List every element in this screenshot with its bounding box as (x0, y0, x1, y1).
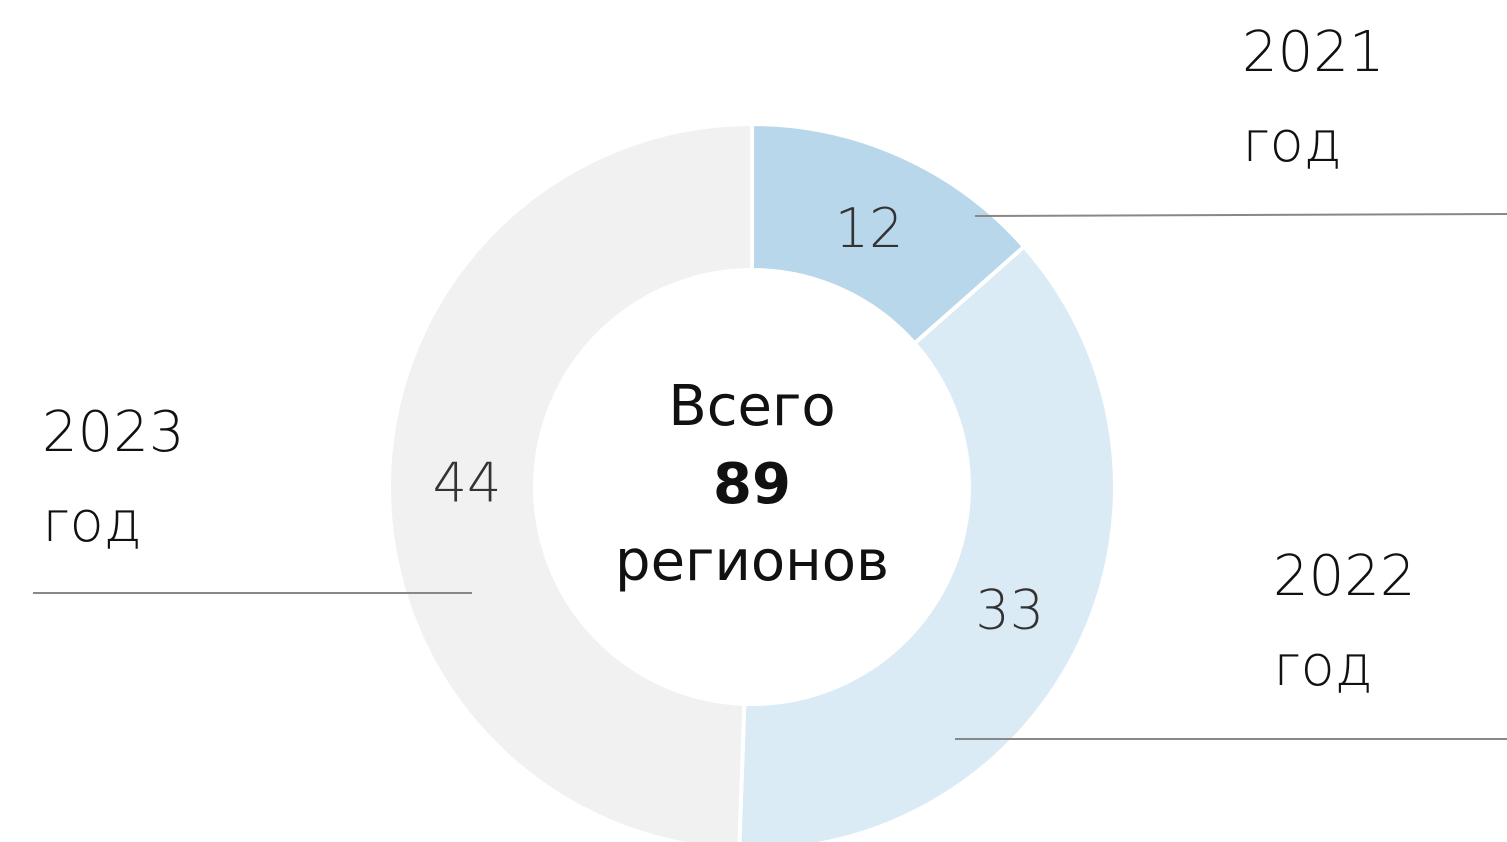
value-label: 44 (433, 452, 502, 515)
slice (387, 121, 754, 842)
center-top: Всего (668, 374, 835, 439)
value-label: 12 (835, 197, 904, 260)
value-label: 33 (975, 578, 1044, 641)
category-label: 2023 год (42, 400, 185, 555)
category-label: 2021 год (1242, 20, 1385, 175)
slice (737, 243, 1117, 842)
leader-line (974, 213, 1507, 217)
center-total: 89 (713, 452, 791, 517)
category-label: 2022 год (1273, 544, 1416, 699)
slice (750, 121, 1027, 347)
slices (387, 121, 1117, 842)
center-bottom: регионов (615, 529, 889, 594)
